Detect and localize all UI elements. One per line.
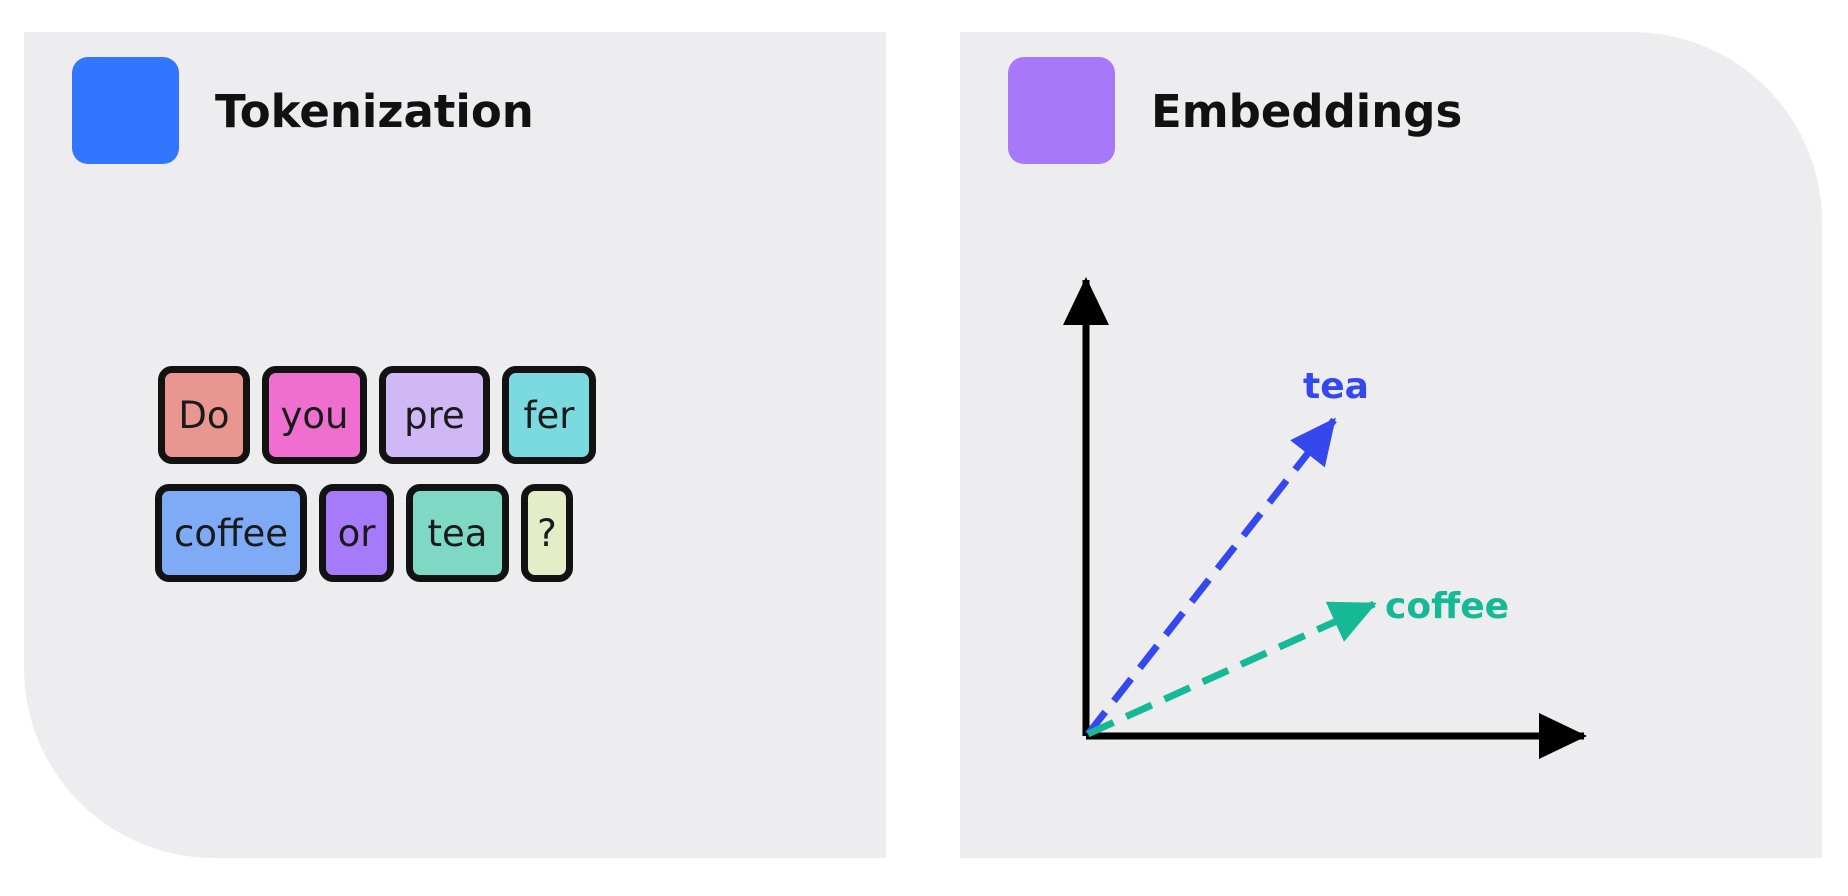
embeddings-panel: Embeddings	[960, 32, 1822, 858]
token-question-mark: ?	[521, 484, 573, 582]
token-you: you	[262, 366, 367, 464]
coffee-vector-arrow	[1086, 600, 1377, 738]
token-pre: pre	[379, 366, 490, 464]
token-tea: tea	[406, 484, 509, 582]
coffee-vector-label: coffee	[1385, 586, 1509, 627]
tea-vector-arrow	[1085, 417, 1337, 737]
tokenization-badge-icon	[72, 57, 179, 164]
token-fer: fer	[502, 366, 596, 464]
tokenization-title: Tokenization	[215, 85, 534, 138]
token-row-1: Do you pre fer	[158, 366, 596, 464]
token-row-2: coffee or tea ?	[155, 484, 573, 582]
token-coffee: coffee	[155, 484, 307, 582]
embeddings-badge-icon	[1008, 57, 1115, 164]
token-or: or	[319, 484, 394, 582]
token-do: Do	[158, 366, 250, 464]
embeddings-title: Embeddings	[1151, 85, 1463, 138]
tea-vector-label: tea	[1303, 366, 1369, 407]
